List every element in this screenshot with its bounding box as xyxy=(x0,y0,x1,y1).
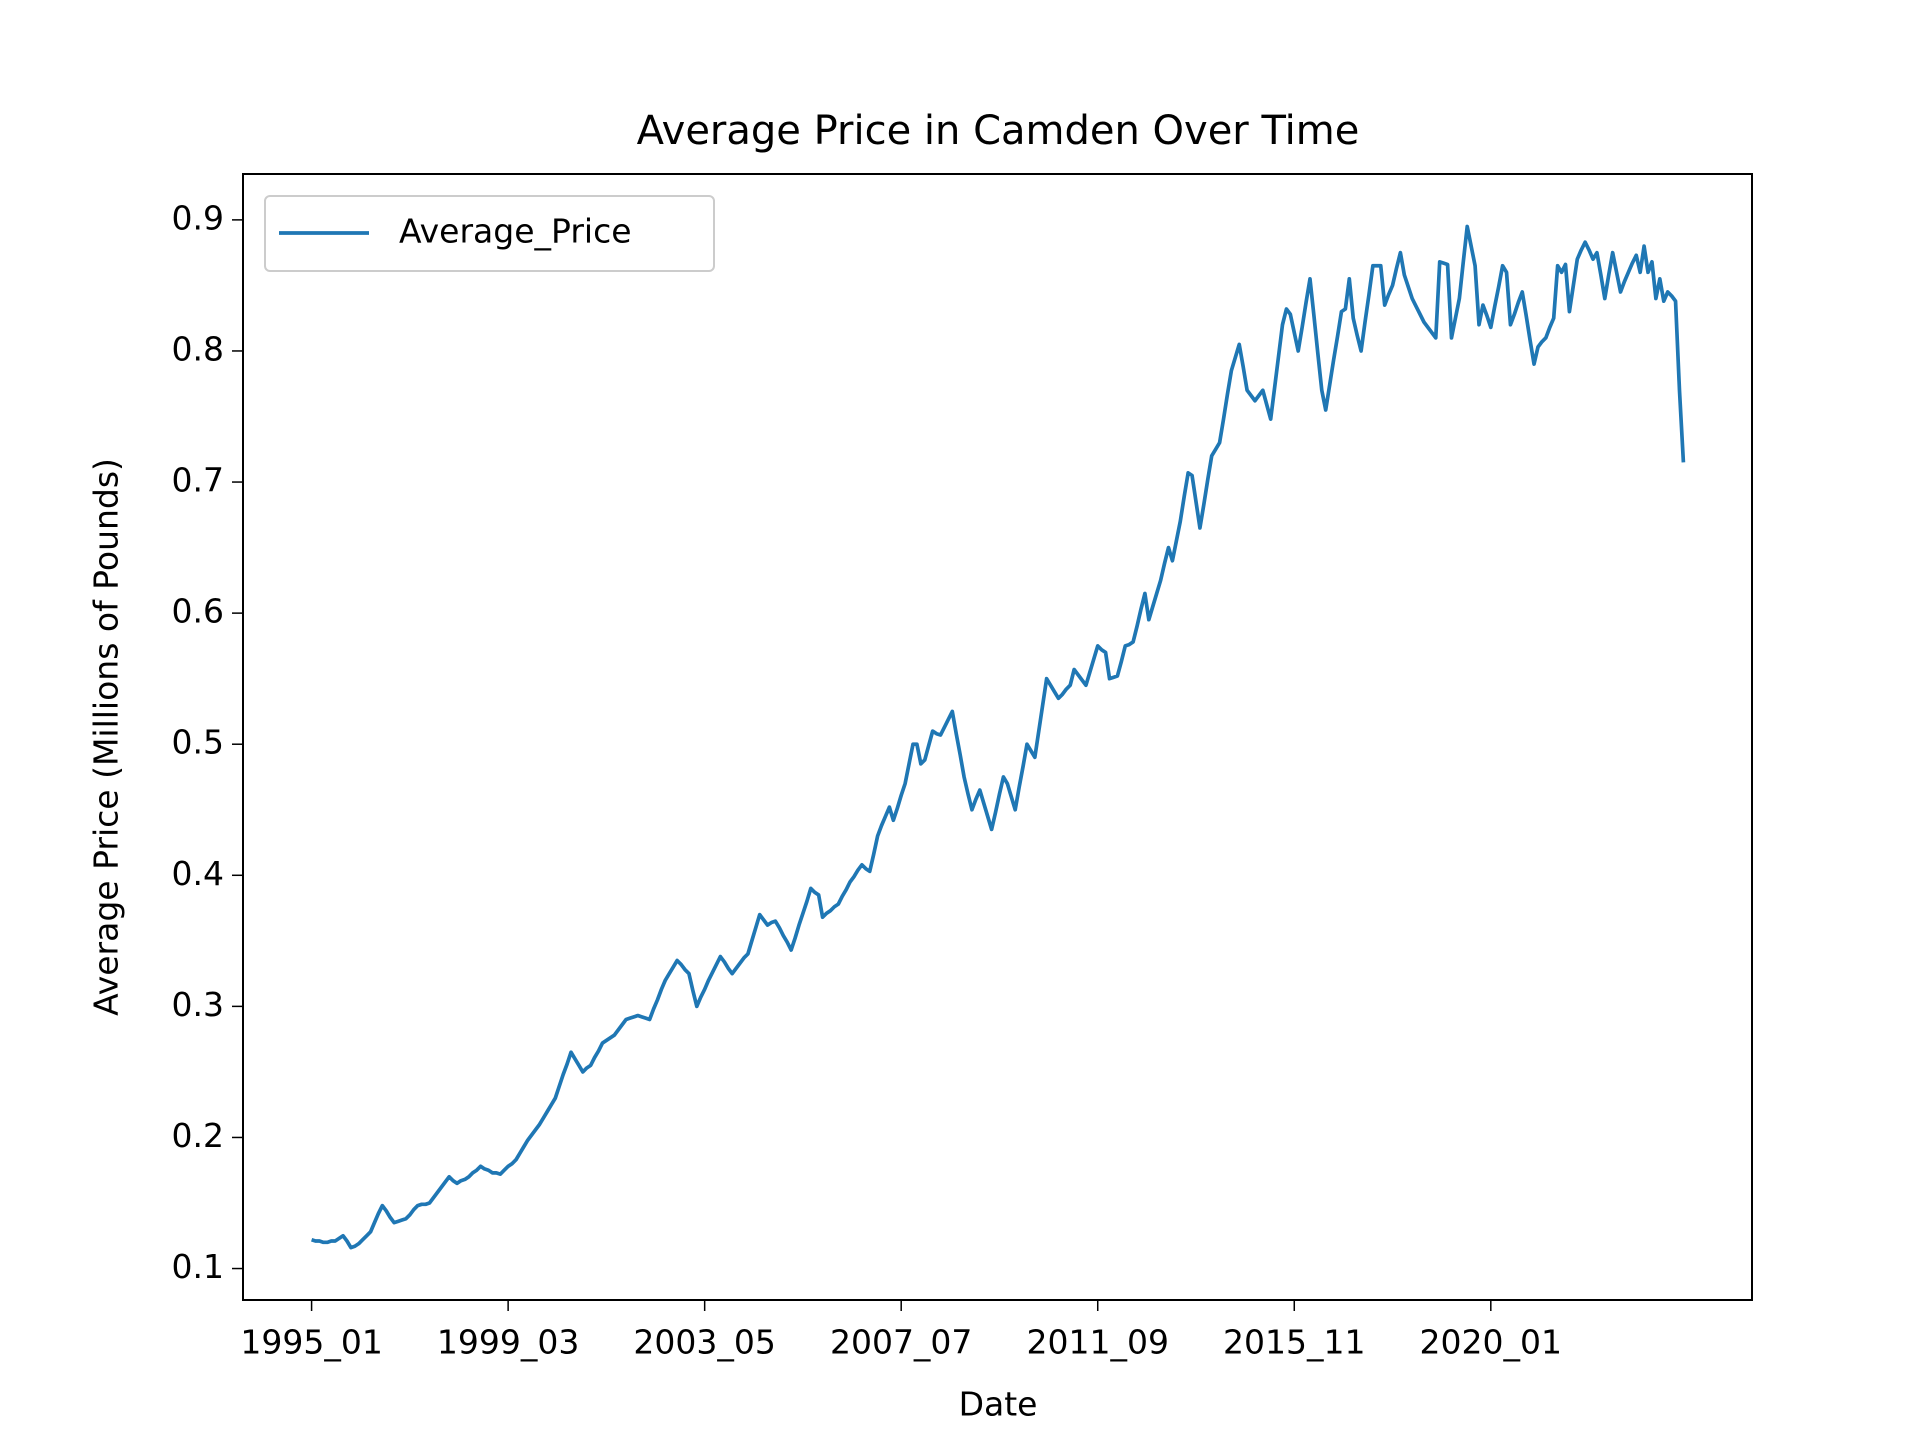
y-tick-label: 0.4 xyxy=(172,854,224,893)
x-tick-label: 1995_01 xyxy=(240,1323,382,1362)
chart-title: Average Price in Camden Over Time xyxy=(637,108,1360,154)
x-tick-label: 2020_01 xyxy=(1420,1323,1562,1362)
x-tick-label: 2011_09 xyxy=(1026,1323,1168,1362)
y-tick-label: 0.9 xyxy=(172,198,224,237)
y-tick-label: 0.7 xyxy=(172,461,224,500)
axes-frame xyxy=(242,173,1753,1301)
y-tick-label: 0.2 xyxy=(172,1116,224,1155)
y-tick-label: 0.6 xyxy=(172,592,224,631)
legend-box xyxy=(264,195,715,272)
x-axis-label: Date xyxy=(959,1385,1038,1424)
x-tick-label: 1999_03 xyxy=(437,1323,579,1362)
x-tick-label: 2015_11 xyxy=(1223,1323,1365,1362)
y-tick-label: 0.8 xyxy=(172,329,224,368)
y-tick-label: 0.5 xyxy=(172,723,224,762)
x-tick-label: 2003_05 xyxy=(633,1323,775,1362)
y-axis-label: Average Price (Millions of Pounds) xyxy=(87,458,126,1016)
y-tick-label: 0.1 xyxy=(172,1247,224,1286)
x-tick-label: 2007_07 xyxy=(830,1323,972,1362)
y-tick-label: 0.3 xyxy=(172,985,224,1024)
legend-label: Average_Price xyxy=(399,212,632,251)
data-line xyxy=(311,224,1686,1250)
